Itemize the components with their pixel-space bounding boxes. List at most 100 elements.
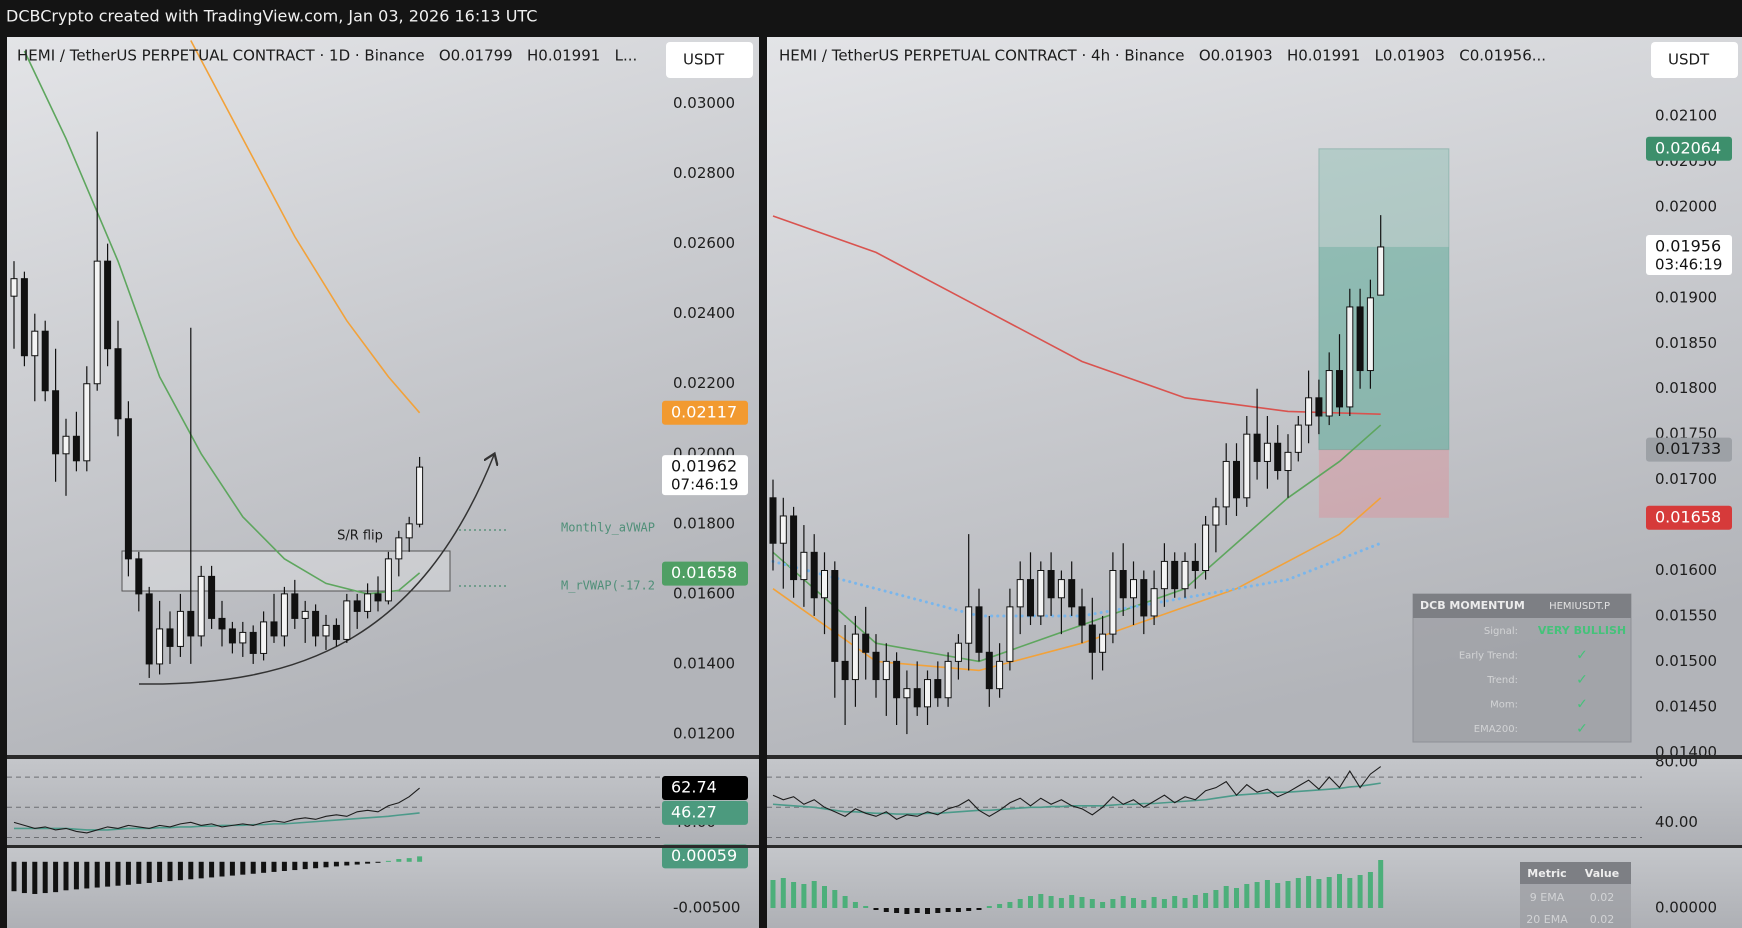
candle-body	[985, 651, 993, 690]
macd-bar	[271, 861, 277, 872]
macd-bar	[115, 861, 121, 886]
macd-bar	[385, 860, 391, 862]
macd-bar	[94, 861, 100, 888]
candle-body	[1315, 397, 1323, 417]
macd-bar	[11, 861, 17, 892]
y-tick-label: 0.02000	[1655, 197, 1717, 215]
candle-body	[851, 633, 859, 681]
macd-bar	[1357, 875, 1363, 908]
macd-bar	[84, 861, 90, 889]
macd-bar	[125, 861, 131, 885]
macd-bar	[1203, 893, 1209, 908]
y-tick-label: 40.00	[1655, 813, 1698, 831]
candle-body	[1047, 570, 1055, 599]
candle-body	[291, 593, 299, 619]
candle-body	[924, 679, 931, 708]
macd-bar	[914, 908, 920, 913]
candle-body	[862, 633, 870, 653]
macd-bar	[21, 861, 27, 894]
macd-bar	[1120, 896, 1126, 908]
macd-bar	[406, 858, 412, 862]
macd-bar	[791, 882, 797, 908]
candle-body	[208, 575, 216, 619]
right-main	[769, 148, 1450, 735]
macd-bar	[801, 884, 807, 908]
table-cell: ✓	[1576, 721, 1588, 737]
macd-bar	[146, 861, 152, 883]
candle-body	[364, 593, 372, 612]
macd-bar	[1089, 899, 1095, 908]
currency-label[interactable]: USDT	[683, 51, 725, 69]
macd-bar	[250, 861, 256, 874]
candle-body	[965, 606, 973, 644]
candle-body	[1119, 570, 1127, 599]
macd-bar	[863, 906, 869, 908]
macd-bar	[832, 890, 838, 908]
macd-bar	[1110, 899, 1116, 908]
y-tick-label: 0.02100	[1655, 107, 1717, 125]
table-header: Value	[1585, 867, 1619, 880]
price-badge-label: 0.01658	[1655, 507, 1721, 526]
price-badge-label: 0.02117	[671, 402, 737, 421]
watermark: DCBCrypto created with TradingView.com, …	[6, 7, 537, 26]
candle-body	[1263, 442, 1271, 462]
currency-button[interactable]	[666, 42, 753, 78]
rsi-line	[13, 787, 420, 834]
candle-body	[1088, 624, 1096, 653]
annotation: M_rVWAP(-17.2	[561, 579, 655, 593]
macd-bar	[1316, 879, 1322, 908]
candle-body	[1212, 506, 1220, 526]
macd-bar	[1337, 874, 1342, 908]
candle-body	[374, 593, 382, 602]
macd-bar	[1161, 899, 1167, 908]
macd-bar	[281, 861, 287, 871]
y-tick-label: 0.01550	[1655, 606, 1717, 624]
price-badge-label: 0.00059	[671, 846, 737, 865]
candle-body	[104, 260, 112, 350]
macd-bar	[73, 861, 79, 890]
y-tick-label: 0.02200	[673, 374, 735, 392]
macd-bar	[852, 902, 858, 908]
candle-body	[1099, 633, 1107, 653]
candle-body	[187, 610, 195, 637]
currency-button[interactable]	[1651, 42, 1738, 78]
candle-body	[1191, 560, 1199, 572]
table-cell: 9 EMA	[1530, 891, 1565, 904]
table-cell: Trend:	[1486, 675, 1518, 686]
table-cell: Early Trend:	[1459, 651, 1518, 662]
annotation: S/R flip	[337, 529, 383, 544]
rsi-ma	[772, 782, 1381, 815]
macd-bar	[229, 861, 235, 876]
legend: HEMI / TetherUS PERPETUAL CONTRACT · 4h …	[779, 47, 1546, 65]
candle-body	[810, 551, 818, 599]
candle-body	[1243, 433, 1251, 499]
divider	[759, 33, 767, 928]
table-symbol: HEMIUSDT.P	[1549, 601, 1610, 612]
y-tick-label: 0.01200	[673, 724, 735, 742]
candle-body	[343, 600, 351, 640]
pane-bg	[7, 37, 759, 755]
price-badge	[1646, 234, 1732, 275]
candle-body	[312, 610, 320, 637]
macd-bar	[904, 908, 910, 914]
table-cell: ✓	[1576, 648, 1588, 664]
candle-body	[1233, 460, 1240, 499]
price-badge-label: 0.01658	[671, 563, 737, 582]
macd-bar	[1378, 860, 1384, 908]
macd-bar	[261, 861, 267, 873]
y-tick-label: 0.01450	[1655, 697, 1717, 715]
macd-bar	[63, 861, 69, 891]
left-macd	[11, 856, 423, 894]
candle-body	[1284, 451, 1292, 472]
y-tick-label: 0.01600	[673, 584, 735, 602]
macd-bar	[240, 861, 246, 875]
candle-body	[954, 642, 962, 662]
candle-body	[1140, 579, 1148, 617]
macd-bar	[1275, 883, 1281, 908]
macd-bar	[188, 861, 194, 880]
macd-bar	[883, 908, 889, 912]
macd-bar	[1038, 894, 1044, 908]
currency-label[interactable]: USDT	[1668, 51, 1710, 69]
candle-body	[260, 621, 268, 654]
candle-body	[779, 515, 787, 544]
